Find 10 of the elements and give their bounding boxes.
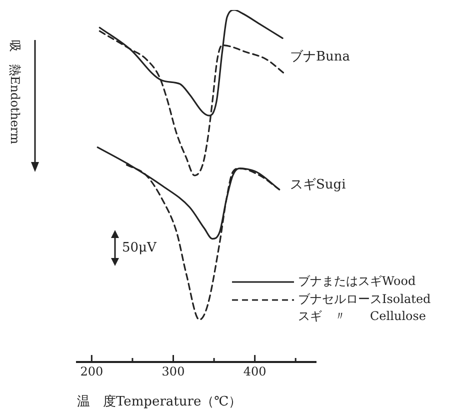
annotation: 50μV (122, 240, 157, 256)
x-axis-title: 温 度Temperature（℃） (77, 394, 242, 410)
annotation: スギSugi (290, 177, 346, 192)
x-tick-label: 400 (243, 364, 266, 378)
text: ブナセルロースIsolated スギ 〃 Cellulose (298, 292, 432, 324)
y-axis-title: 吸 熱Endotherm (8, 40, 22, 145)
annotation: ブナBuna (290, 49, 350, 64)
x-tick-label: 200 (80, 364, 104, 378)
text: ブナまたはスギWood (298, 274, 416, 288)
x-tick-label: 300 (162, 364, 185, 378)
